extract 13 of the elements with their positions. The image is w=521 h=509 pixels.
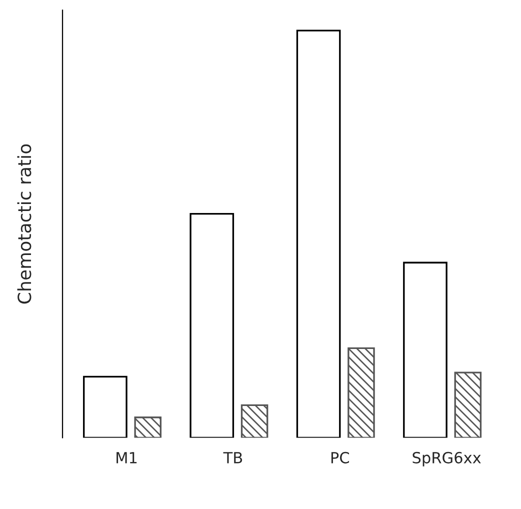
x-tick-label: M1 (116, 452, 137, 464)
x-tick-label: TB (223, 452, 242, 464)
bar (134, 416, 162, 438)
bar (83, 376, 128, 438)
x-tick-label: SpRG6xx (412, 452, 481, 466)
bar (190, 212, 234, 438)
bar (240, 404, 268, 438)
bar (348, 347, 375, 438)
y-axis-title: Chemotactic ratio (17, 144, 32, 304)
bar (403, 262, 448, 438)
bar (454, 372, 482, 438)
x-tick-label: PC (331, 452, 350, 464)
bar (296, 30, 341, 438)
